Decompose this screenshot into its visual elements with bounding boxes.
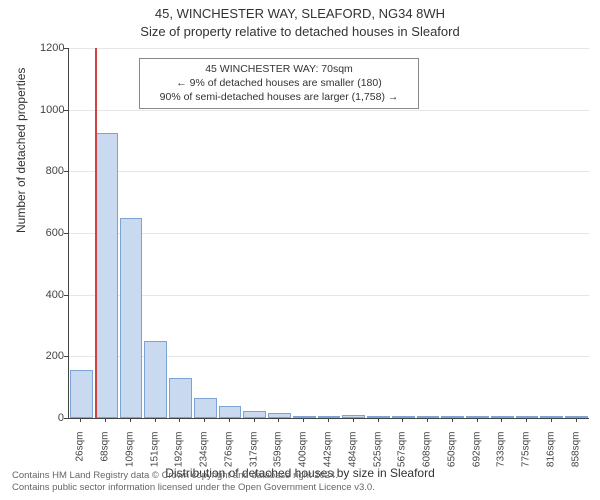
xtick-mark	[229, 418, 230, 422]
xtick-mark	[526, 418, 527, 422]
property-marker-line	[95, 48, 97, 418]
gridline	[69, 110, 589, 111]
xtick-mark	[452, 418, 453, 422]
plot-area: 45 WINCHESTER WAY: 70sqm ← 9% of detache…	[68, 48, 589, 419]
histogram-bar	[95, 133, 118, 418]
annotation-line2: ← 9% of detached houses are smaller (180…	[146, 76, 412, 90]
histogram-bar	[70, 370, 93, 418]
ytick-label: 1200	[40, 42, 64, 54]
xtick-mark	[278, 418, 279, 422]
histogram-bar	[194, 398, 217, 418]
gridline	[69, 171, 589, 172]
xtick-mark	[402, 418, 403, 422]
y-axis-label: Number of detached properties	[14, 68, 28, 233]
footer-attribution: Contains HM Land Registry data © Crown c…	[12, 470, 375, 494]
ytick-label: 0	[40, 412, 64, 424]
annotation-box: 45 WINCHESTER WAY: 70sqm ← 9% of detache…	[139, 58, 419, 109]
histogram-bar	[169, 378, 192, 418]
histogram-bar	[219, 406, 242, 418]
xtick-mark	[551, 418, 552, 422]
histogram-bar	[243, 411, 266, 418]
xtick-mark	[501, 418, 502, 422]
xtick-mark	[204, 418, 205, 422]
footer-line1: Contains HM Land Registry data © Crown c…	[12, 470, 375, 482]
ytick-label: 1000	[40, 104, 64, 116]
xtick-mark	[576, 418, 577, 422]
xtick-mark	[130, 418, 131, 422]
histogram-bar	[120, 218, 143, 418]
gridline	[69, 48, 589, 49]
xtick-mark	[328, 418, 329, 422]
xtick-mark	[353, 418, 354, 422]
gridline	[69, 295, 589, 296]
ytick-label: 800	[40, 165, 64, 177]
annotation-line3: 90% of semi-detached houses are larger (…	[146, 90, 412, 104]
xtick-mark	[303, 418, 304, 422]
chart-title-address: 45, WINCHESTER WAY, SLEAFORD, NG34 8WH	[0, 6, 600, 21]
xtick-mark	[155, 418, 156, 422]
xtick-mark	[80, 418, 81, 422]
xtick-mark	[427, 418, 428, 422]
xtick-mark	[254, 418, 255, 422]
annotation-line1: 45 WINCHESTER WAY: 70sqm	[146, 62, 412, 76]
ytick-label: 600	[40, 227, 64, 239]
footer-line2: Contains public sector information licen…	[12, 482, 375, 494]
xtick-mark	[378, 418, 379, 422]
xtick-mark	[179, 418, 180, 422]
chart-subtitle: Size of property relative to detached ho…	[0, 24, 600, 39]
xtick-mark	[105, 418, 106, 422]
ytick-label: 200	[40, 350, 64, 362]
gridline	[69, 233, 589, 234]
histogram-bar	[144, 341, 167, 418]
chart-container: 45, WINCHESTER WAY, SLEAFORD, NG34 8WH S…	[0, 0, 600, 500]
xtick-mark	[477, 418, 478, 422]
ytick-label: 400	[40, 289, 64, 301]
